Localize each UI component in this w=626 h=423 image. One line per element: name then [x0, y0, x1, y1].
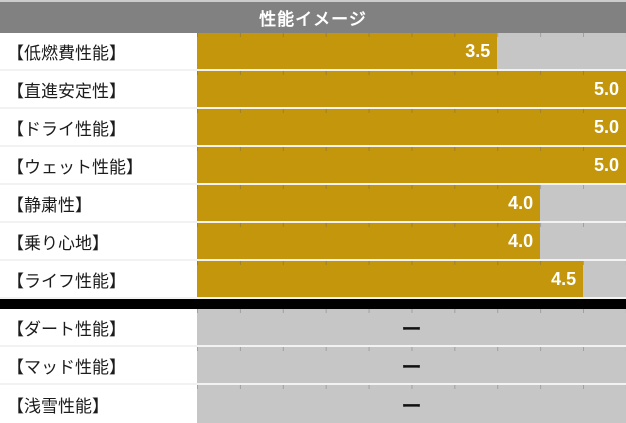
bar-track: 5.0 [197, 71, 626, 107]
rating-bar: 5.0 [197, 109, 626, 145]
bar-track: 5.0 [197, 109, 626, 145]
perf-row-ride-comfort: 【乗り心地】 4.0 [0, 223, 626, 261]
bar-track: 4.0 [197, 223, 626, 259]
row-label: 【静粛性】 [0, 185, 197, 221]
no-rating-dash: ー [401, 395, 422, 418]
row-label: 【低燃費性能】 [0, 33, 197, 69]
perf-row-life: 【ライフ性能】 4.5 [0, 261, 626, 299]
row-label: 【ライフ性能】 [0, 261, 197, 297]
perf-row-straight-stability: 【直進安定性】 5.0 [0, 71, 626, 109]
row-label: 【ウェット性能】 [0, 147, 197, 183]
rating-bar: 5.0 [197, 147, 626, 183]
bar-track: ー [197, 385, 626, 423]
chart-title-bar: 性能イメージ [0, 0, 626, 33]
row-label: 【乗り心地】 [0, 223, 197, 259]
row-label: 【直進安定性】 [0, 71, 197, 107]
bar-track: 3.5 [197, 33, 626, 69]
chart-title: 性能イメージ [259, 10, 367, 29]
bar-track: 4.0 [197, 185, 626, 221]
bar-track: 4.5 [197, 261, 626, 297]
rating-bar: 4.5 [197, 261, 584, 297]
perf-row-quietness: 【静粛性】 4.0 [0, 185, 626, 223]
row-label: 【ダート性能】 [0, 309, 197, 345]
rating-bar: 5.0 [197, 71, 626, 107]
no-rating-dash: ー [401, 356, 422, 379]
perf-row-wet: 【ウェット性能】 5.0 [0, 147, 626, 185]
rating-bar: 3.5 [197, 33, 498, 69]
row-label: 【ドライ性能】 [0, 109, 197, 145]
section-divider [0, 299, 626, 309]
bar-track: ー [197, 309, 626, 345]
bar-track: ー [197, 347, 626, 383]
perf-row-mud: 【マッド性能】 ー [0, 347, 626, 385]
perf-row-fuel-economy: 【低燃費性能】 3.5 [0, 33, 626, 71]
no-rating-dash: ー [401, 318, 422, 341]
rating-bar: 4.0 [197, 185, 541, 221]
perf-row-dry: 【ドライ性能】 5.0 [0, 109, 626, 147]
rating-bar: 4.0 [197, 223, 541, 259]
bar-track: 5.0 [197, 147, 626, 183]
row-label: 【マッド性能】 [0, 347, 197, 383]
row-label: 【浅雪性能】 [0, 385, 197, 423]
perf-row-light-snow: 【浅雪性能】 ー [0, 385, 626, 423]
perf-row-dirt: 【ダート性能】 ー [0, 309, 626, 347]
